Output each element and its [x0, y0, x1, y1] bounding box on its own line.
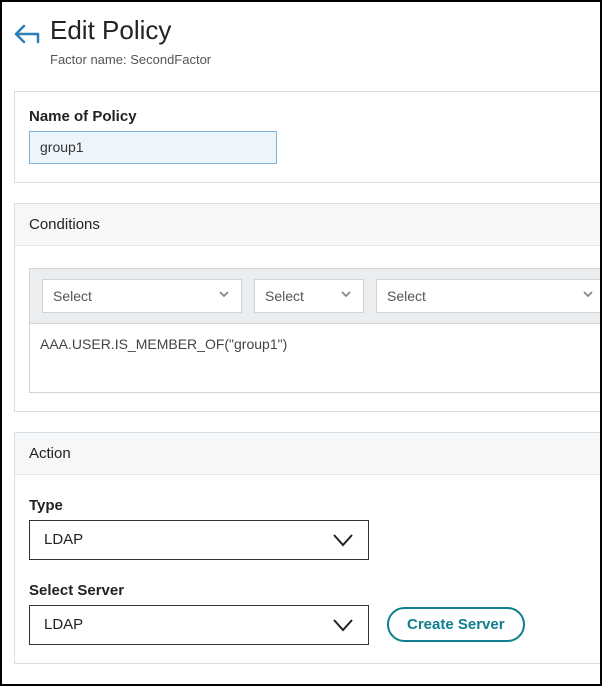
chevron-down-icon — [581, 287, 595, 304]
chevron-down-icon — [217, 287, 231, 304]
conditions-header: Conditions — [15, 204, 602, 246]
server-select[interactable]: LDAP — [29, 605, 369, 645]
edit-policy-screen: Edit Policy Factor name: SecondFactor Na… — [0, 0, 602, 686]
action-section: Action Type LDAP Select Server LDAP Crea… — [14, 432, 602, 664]
type-select[interactable]: LDAP — [29, 520, 369, 560]
factor-name-subtitle: Factor name: SecondFactor — [50, 52, 211, 67]
condition-select-3[interactable]: Select — [376, 279, 602, 313]
select-server-label: Select Server — [29, 582, 602, 599]
page-title: Edit Policy — [50, 16, 211, 46]
chevron-down-icon — [339, 287, 353, 304]
condition-expression[interactable]: AAA.USER.IS_MEMBER_OF("group1") — [30, 324, 602, 392]
condition-select-2[interactable]: Select — [254, 279, 364, 313]
condition-select-1[interactable]: Select — [42, 279, 242, 313]
policy-name-panel: Name of Policy — [14, 91, 602, 183]
policy-name-input[interactable] — [29, 131, 277, 164]
chevron-down-icon — [332, 617, 354, 633]
type-value: LDAP — [44, 531, 83, 548]
conditions-section: Conditions Select Select — [14, 203, 602, 412]
action-header: Action — [15, 433, 602, 475]
factor-name: SecondFactor — [130, 52, 211, 67]
type-label: Type — [29, 497, 602, 514]
condition-select-3-label: Select — [387, 288, 426, 304]
condition-select-2-label: Select — [265, 288, 304, 304]
back-arrow-icon[interactable] — [12, 16, 50, 46]
page-header: Edit Policy Factor name: SecondFactor — [2, 2, 600, 73]
policy-name-label: Name of Policy — [29, 108, 602, 125]
create-server-button[interactable]: Create Server — [387, 607, 525, 642]
server-value: LDAP — [44, 616, 83, 633]
subtitle-prefix: Factor name: — [50, 52, 130, 67]
conditions-builder: Select Select Select — [29, 268, 602, 393]
condition-select-1-label: Select — [53, 288, 92, 304]
chevron-down-icon — [332, 532, 354, 548]
conditions-select-row: Select Select Select — [30, 269, 602, 324]
